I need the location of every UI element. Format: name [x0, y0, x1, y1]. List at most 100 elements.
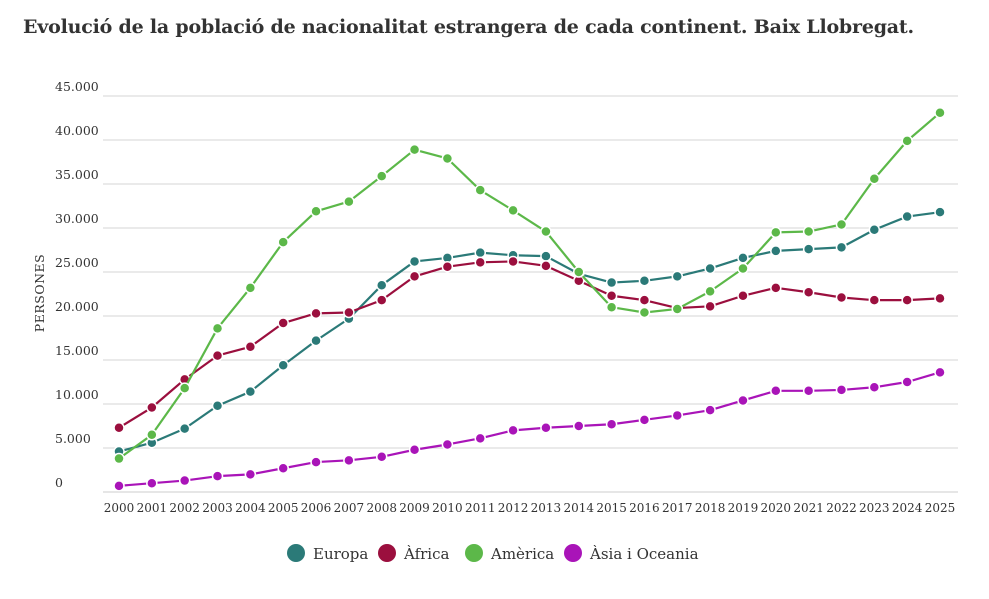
legend-swatch [564, 544, 582, 562]
x-tick-label: 2005 [268, 501, 299, 515]
series-lines [113, 106, 946, 492]
data-point [507, 424, 519, 437]
y-tick-label: 40.000 [55, 123, 99, 138]
legend-item[interactable]: Amèrica [465, 544, 554, 563]
data-point [770, 226, 782, 239]
x-tick-label: 2009 [399, 501, 430, 515]
data-point [901, 294, 913, 306]
legend-item[interactable]: Europa [287, 544, 368, 563]
legend[interactable]: Europa Àfrica Amèrica Àsia i Oceania [287, 544, 699, 563]
data-point [474, 256, 486, 269]
gridlines [103, 95, 958, 493]
y-tick-label: 10.000 [55, 387, 99, 402]
data-point [244, 385, 257, 398]
data-point [835, 384, 848, 396]
x-tick-label: 2013 [531, 501, 562, 515]
x-tick-label: 2001 [137, 501, 168, 515]
data-point [244, 468, 257, 481]
data-point [802, 243, 815, 255]
x-tick-label: 2025 [925, 501, 956, 515]
data-point [343, 454, 355, 467]
x-tick-label: 2023 [859, 501, 890, 515]
legend-label: Amèrica [490, 545, 554, 563]
data-point [638, 414, 651, 426]
x-tick-label: 2022 [826, 501, 857, 515]
data-point [901, 376, 913, 388]
x-tick-label: 2007 [334, 501, 365, 515]
data-point [934, 366, 946, 379]
data-point [704, 262, 716, 275]
y-tick-label: 0 [55, 475, 63, 490]
x-tick-label: 2006 [301, 501, 332, 515]
legend-item[interactable]: Àsia i Oceania [564, 544, 699, 563]
data-point [375, 294, 388, 306]
series-line [118, 260, 941, 429]
data-point [934, 206, 946, 218]
data-point [178, 422, 191, 435]
data-point [113, 452, 125, 465]
legend-swatch [465, 544, 483, 562]
data-point [474, 246, 486, 259]
x-tick-label: 2019 [728, 501, 759, 515]
x-tick-label: 2016 [629, 501, 660, 515]
x-tick-label: 2002 [169, 501, 200, 515]
y-tick-label: 20.000 [55, 299, 99, 314]
legend-label: Àsia i Oceania [589, 545, 699, 563]
x-tick-label: 2018 [695, 501, 726, 515]
data-point [277, 359, 289, 372]
data-point [540, 250, 552, 262]
y-tick-label: 15.000 [55, 343, 99, 358]
data-point [507, 255, 519, 268]
data-point [277, 462, 289, 474]
data-point [704, 285, 716, 298]
data-point [868, 224, 881, 236]
series--sia-i-oceania [113, 366, 946, 492]
y-axis-label: PERSONES [32, 254, 47, 332]
data-point [605, 418, 618, 430]
data-point [737, 262, 749, 275]
x-tick-label: 2012 [498, 501, 529, 515]
legend-swatch [287, 544, 305, 562]
data-point [770, 282, 782, 294]
series--frica [113, 255, 946, 434]
data-point [704, 404, 716, 416]
data-point [277, 236, 289, 248]
y-tick-label: 30.000 [55, 211, 99, 226]
x-tick-label: 2004 [235, 501, 266, 515]
data-point [868, 172, 881, 185]
data-point [277, 317, 289, 329]
data-point [573, 420, 585, 432]
x-tick-label: 2024 [892, 501, 923, 515]
data-point [343, 306, 355, 319]
data-point [540, 225, 552, 238]
x-tick-label: 2000 [104, 501, 135, 515]
x-tick-label: 2011 [465, 501, 496, 515]
x-tick-label: 2010 [432, 501, 463, 515]
data-point [375, 170, 388, 182]
data-point [638, 294, 651, 306]
data-point [441, 438, 454, 451]
data-point [802, 225, 815, 238]
data-point [671, 409, 684, 422]
data-point [737, 394, 749, 407]
data-point [310, 456, 322, 468]
data-point [343, 195, 355, 208]
data-point [835, 241, 848, 254]
data-point [540, 260, 552, 272]
x-tick-label: 2008 [366, 501, 397, 515]
data-point [178, 382, 191, 394]
legend-item[interactable]: Àfrica [378, 544, 449, 563]
data-point [146, 401, 158, 414]
data-point [835, 218, 848, 231]
x-tick-label: 2017 [662, 501, 693, 515]
data-point [835, 291, 848, 304]
data-point [737, 252, 749, 264]
data-point [605, 290, 618, 302]
data-point [113, 422, 125, 434]
x-axis-ticks: 2000 2001 2002 2003 2004 2005 2006 2007 2008 2009… [104, 501, 956, 515]
series-line [118, 371, 941, 487]
x-tick-label: 2020 [761, 501, 792, 515]
x-tick-label: 2014 [563, 501, 594, 515]
